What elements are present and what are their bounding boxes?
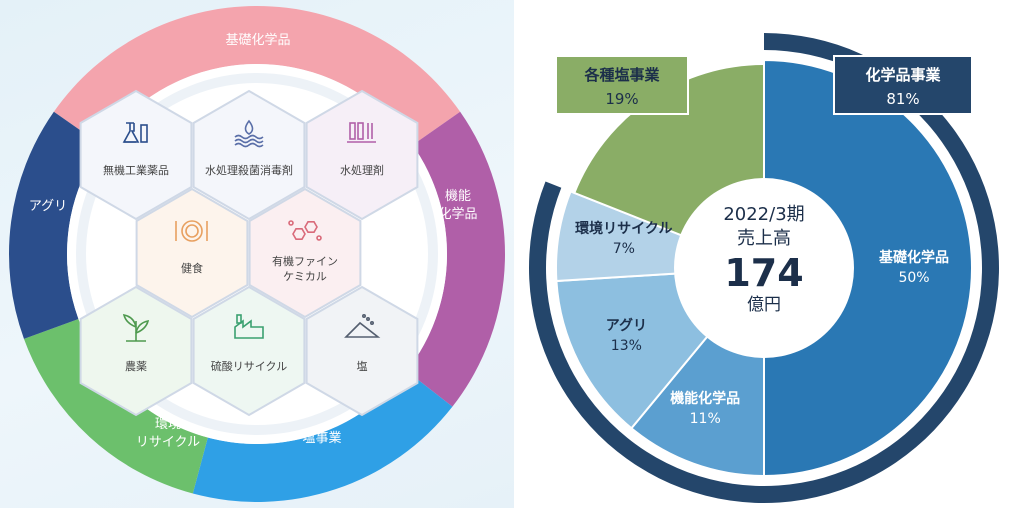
slice-value-label: 11% xyxy=(690,411,721,427)
sales-chart-panel: 2022/3期 売上高 174 億円 基礎化学品 50% 機能化学品 11% アグリ 13% 環境リ… xyxy=(514,0,1024,508)
chemicals-callout-box xyxy=(833,55,973,115)
center-unit: 億円 xyxy=(747,295,781,315)
salt-callout-box xyxy=(555,55,689,115)
chemicals-callout-value: 81% xyxy=(886,90,919,108)
hexagon-shape xyxy=(192,285,306,417)
hexagon-label: 健食 xyxy=(181,261,203,275)
hexagon-label: 農薬 xyxy=(125,359,147,373)
meal-icon xyxy=(175,220,208,242)
factory-icon xyxy=(234,314,264,339)
chemicals-callout-name: 化学品事業 xyxy=(865,66,941,84)
center-caption: 売上高 xyxy=(737,228,791,249)
wheel-segment-arc xyxy=(9,111,102,339)
wheel-segment-0: 基礎化学品 xyxy=(53,6,461,146)
slice-name-label: 基礎化学品 xyxy=(879,249,949,266)
flask-icon xyxy=(122,122,148,143)
slice-name-label: 機能化学品 xyxy=(670,390,740,407)
wheel-segment-arc xyxy=(53,6,461,146)
slice-name-label: 環境リサイクル xyxy=(575,220,672,237)
hexagon-label: 無機工業薬品 xyxy=(103,163,169,177)
slice-value-label: 13% xyxy=(611,338,642,354)
hexagon-label: 有機ファインケミカル xyxy=(272,254,338,283)
pie-center xyxy=(674,178,854,358)
hexagon-shape xyxy=(248,187,362,319)
wheel-segment-arc xyxy=(192,370,453,502)
hexagon-4: 有機ファインケミカル xyxy=(248,187,362,319)
center-period: 2022/3期 xyxy=(723,204,804,225)
wheel-segment-label: アグリ xyxy=(29,199,67,214)
hexagon-3: 健食 xyxy=(135,187,249,319)
hexagon-label: 水処理殺菌消毒剤 xyxy=(205,163,293,177)
hexagon-shape xyxy=(192,89,306,221)
hexagon-2: 水処理剤 xyxy=(305,89,419,221)
molecule-icon xyxy=(288,220,322,241)
center-value: 174 xyxy=(724,251,803,295)
hexagon-label: 硫酸リサイクル xyxy=(211,359,287,373)
hexagon-shape xyxy=(305,285,419,417)
hexagon-6: 硫酸リサイクル xyxy=(192,285,306,417)
water-drop-icon xyxy=(234,119,264,148)
slice-value-label: 50% xyxy=(898,270,929,286)
wheel-inner-ring xyxy=(76,73,438,435)
hexagon-shape xyxy=(79,89,193,221)
hexagon-label: 塩 xyxy=(357,359,368,373)
hexagon-shape xyxy=(305,89,419,221)
hexagon-label: 水処理剤 xyxy=(340,163,384,177)
slice-value-label: 7% xyxy=(613,241,635,257)
wheel-segment-label: 基礎化学品 xyxy=(225,32,290,48)
wheel-segment-4: アグリ xyxy=(9,111,102,339)
hexagon-7: 塩 xyxy=(305,285,419,417)
hexagon-shape xyxy=(79,285,193,417)
hexagon-1: 水処理殺菌消毒剤 xyxy=(192,89,306,221)
lab-equipment-icon xyxy=(347,122,376,143)
wheel-segment-1: 機能化学品 xyxy=(406,111,505,407)
salt-callout-name: 各種塩事業 xyxy=(583,66,660,84)
wheel-segment-label: 機能化学品 xyxy=(438,189,477,222)
business-wheel-panel: 基礎化学品 機能化学品 塩事業 環境リサイクル アグリ 無機工業薬品 水処理殺菌消毒剤 水処理… xyxy=(0,0,514,508)
slice-name-label: アグリ xyxy=(606,317,647,334)
wheel-segment-arc xyxy=(23,318,208,494)
hexagon-0: 無機工業薬品 xyxy=(79,89,193,221)
sprout-icon xyxy=(122,313,150,342)
wheel-segment-3: 環境リサイクル xyxy=(23,318,208,494)
salt-callout-value: 19% xyxy=(605,90,638,108)
salt-pile-icon xyxy=(344,313,381,338)
wheel-segment-arc xyxy=(406,111,505,407)
hexagon-shape xyxy=(135,187,249,319)
hexagon-5: 農薬 xyxy=(79,285,193,417)
